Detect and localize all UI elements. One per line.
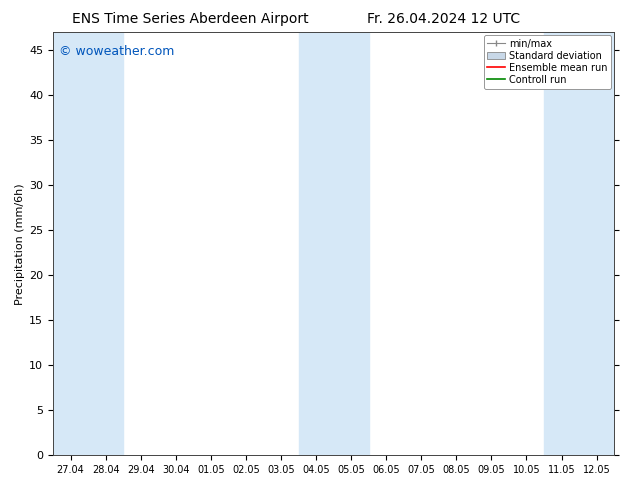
Legend: min/max, Standard deviation, Ensemble mean run, Controll run: min/max, Standard deviation, Ensemble me… [484, 35, 611, 89]
Text: Fr. 26.04.2024 12 UTC: Fr. 26.04.2024 12 UTC [367, 12, 521, 26]
Text: © woweather.com: © woweather.com [58, 45, 174, 58]
Bar [544, 32, 614, 455]
Y-axis label: Precipitation (mm/6h): Precipitation (mm/6h) [15, 183, 25, 304]
Text: ENS Time Series Aberdeen Airport: ENS Time Series Aberdeen Airport [72, 12, 309, 26]
Bar [299, 32, 368, 455]
Bar [53, 32, 123, 455]
